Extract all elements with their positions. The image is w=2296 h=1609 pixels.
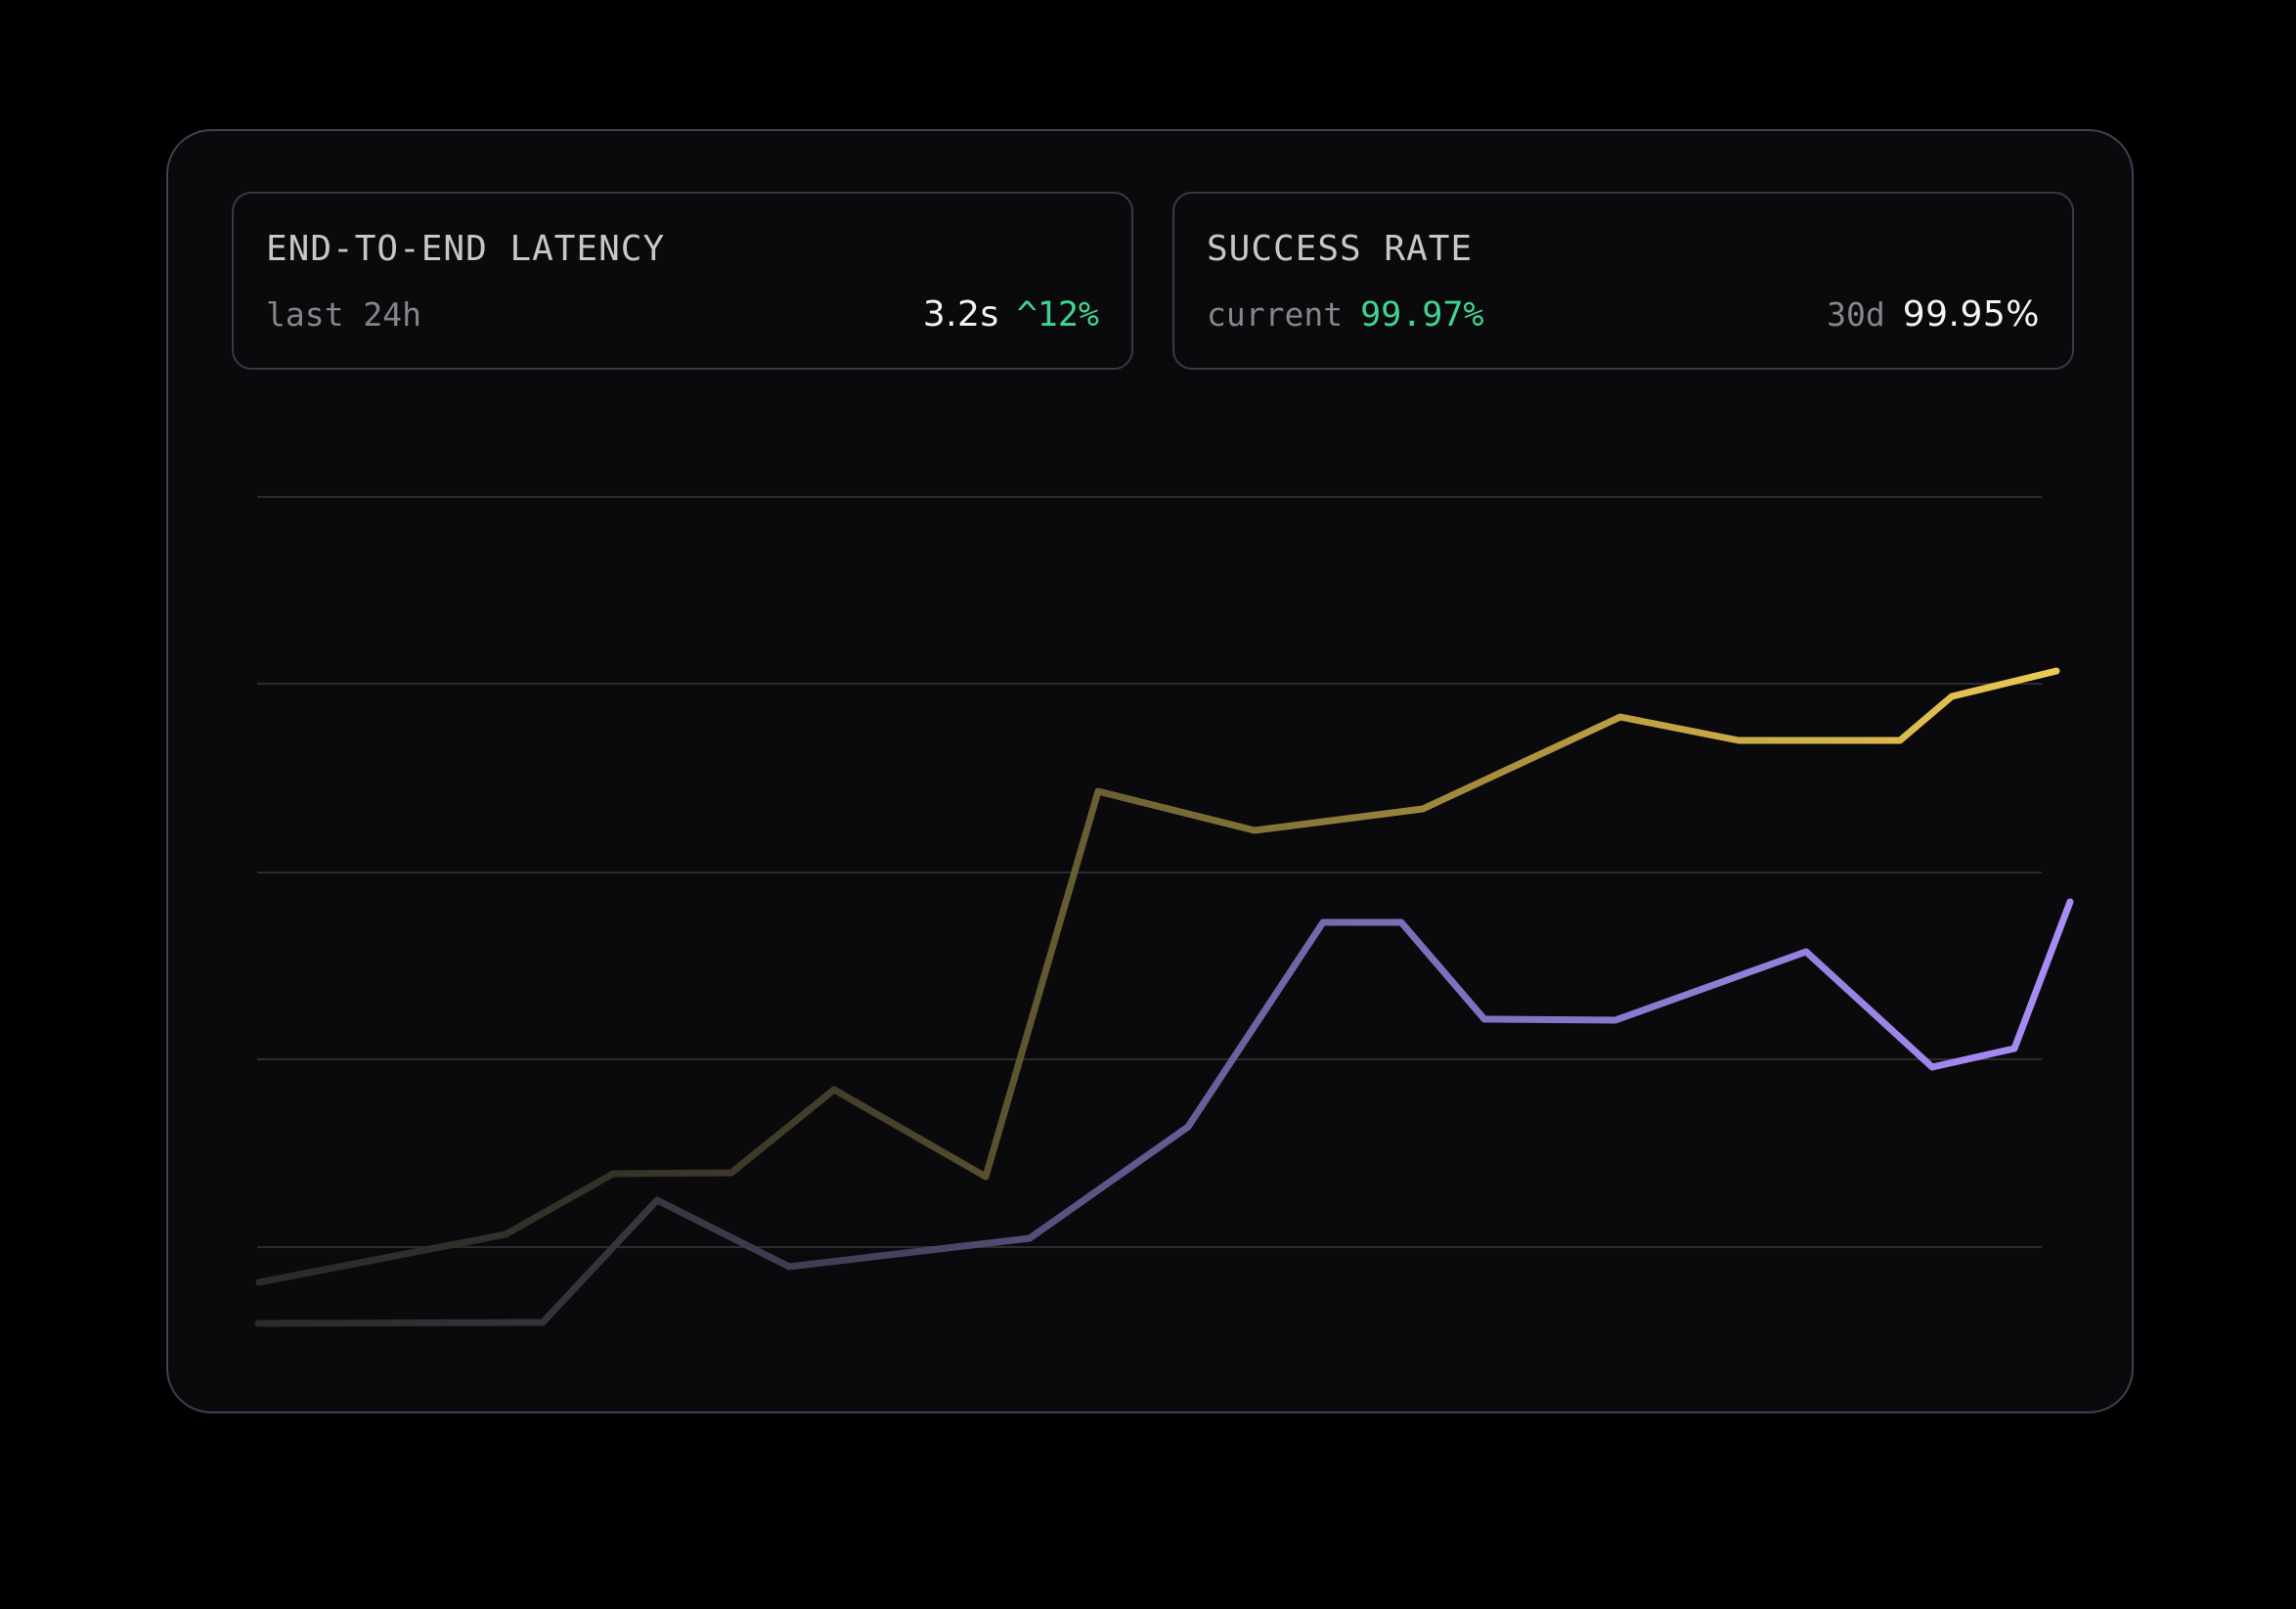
success-current-value: 99.97% [1360,295,1484,335]
stat-cards-row: END-TO-END LATENCY last 24h 3.2s ^12% SU… [232,192,2074,370]
latency-card-title: END-TO-END LATENCY [266,229,666,269]
latency-value: 3.2s [922,294,999,335]
success-current-label: current [1207,295,1344,334]
success-rate-card: SUCCESS RATE current 99.97% 30d 99.95% [1172,192,2074,370]
success-period-label: 30d [1827,295,1885,334]
success-rate-card-title: SUCCESS RATE [1207,229,1474,269]
success-period-value: 99.95% [1902,294,2040,335]
success-rate-card-values: current 99.97% 30d 99.95% [1207,294,2040,335]
latency-delta-badge: ^12% [1016,295,1099,335]
latency-card: END-TO-END LATENCY last 24h 3.2s ^12% [232,192,1133,370]
latency-range-label: last 24h [266,295,421,334]
dashboard-panel: END-TO-END LATENCY last 24h 3.2s ^12% SU… [166,129,2134,1413]
latency-card-values: last 24h 3.2s ^12% [266,294,1099,335]
